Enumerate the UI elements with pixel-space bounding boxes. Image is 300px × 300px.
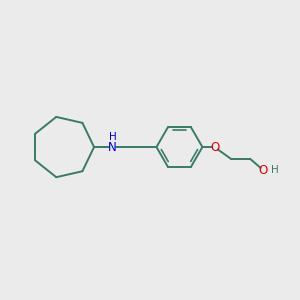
Text: O: O [210,141,219,154]
Text: O: O [259,164,268,176]
Text: N: N [108,141,117,154]
Text: H: H [271,165,278,175]
Text: H: H [109,132,117,142]
